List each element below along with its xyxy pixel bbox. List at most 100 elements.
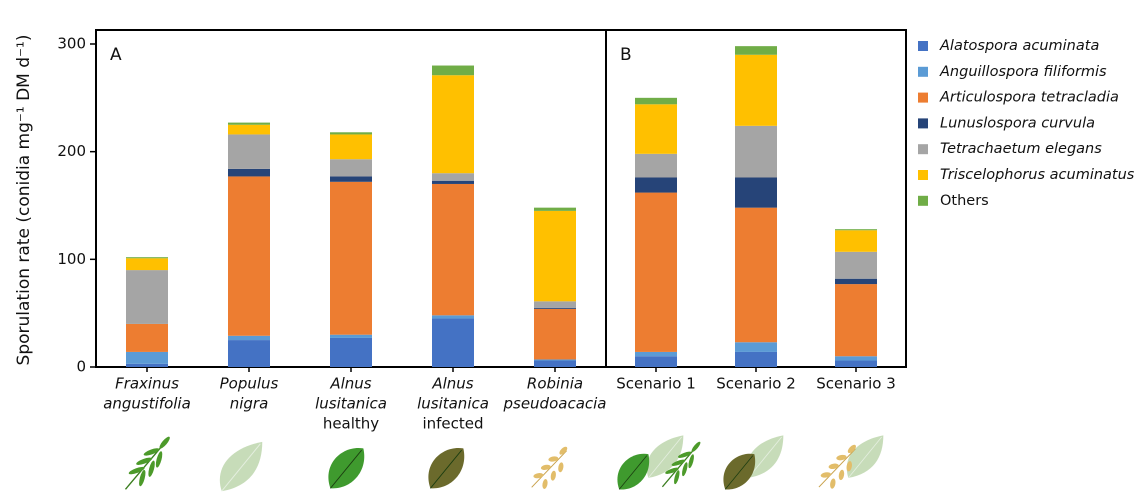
bar-segment [432, 75, 474, 173]
bar-segment [432, 181, 474, 184]
bar-segment [735, 55, 777, 126]
bar-segment [330, 338, 372, 367]
bar-segment [330, 335, 372, 338]
bar-segment [735, 208, 777, 343]
x-tick-label: Scenario 3 [816, 375, 896, 393]
bar-segment [835, 229, 877, 230]
bar-segment [635, 356, 677, 367]
legend-label: Lunuslospora curvula [940, 115, 1095, 131]
bar-segment [126, 324, 168, 352]
bar-segment [735, 126, 777, 178]
bar-segment [330, 134, 372, 159]
legend-swatch [918, 170, 928, 180]
x-tick-label: Alnus [329, 375, 371, 393]
bar-segment [330, 159, 372, 176]
bar-segment [126, 352, 168, 364]
legend-label: Articulospora tetracladia [939, 90, 1119, 106]
bar-segment [432, 66, 474, 76]
x-tick-label: Robinia [527, 375, 583, 393]
bar-segment [534, 361, 576, 367]
leaf-icon [617, 454, 649, 490]
x-tick-label: Alnus [431, 375, 473, 393]
panel-label: A [110, 45, 122, 65]
bar-segment [835, 279, 877, 284]
legend-swatch [918, 196, 928, 206]
bar-segment [534, 308, 576, 309]
bar-segment [534, 211, 576, 301]
bar-segment [228, 176, 270, 335]
x-tick-label: angustifolia [103, 395, 191, 413]
legend-label: Alatospora acuminata [939, 38, 1099, 54]
leaf-icon [328, 448, 364, 488]
y-axis-label: Sporulation rate (conidia mg⁻¹ DM d⁻¹) [14, 35, 34, 366]
bar-segment [228, 123, 270, 125]
bar-segment [432, 173, 474, 181]
leaf-icon [428, 448, 464, 488]
bar-segment [635, 352, 677, 356]
bar-segment [735, 178, 777, 208]
bar-segment [835, 356, 877, 360]
x-tick-label: healthy [323, 415, 379, 433]
y-tick-label: 300 [57, 34, 86, 52]
bar-segment [735, 352, 777, 367]
bar-segment [534, 359, 576, 360]
bar-segment [735, 46, 777, 55]
bar-segment [432, 184, 474, 315]
bar-segment [432, 315, 474, 318]
bar-segment [635, 98, 677, 104]
y-tick-label: 200 [57, 142, 86, 160]
leaf-icon [847, 435, 884, 478]
leaf-icons [125, 435, 883, 491]
leaf-icon [125, 435, 171, 489]
bar-segment [534, 208, 576, 211]
y-tick-label: 0 [76, 358, 86, 376]
bar-segment [735, 342, 777, 352]
bar-segment [534, 301, 576, 307]
x-tick-label: nigra [230, 395, 269, 413]
bar-segment [835, 361, 877, 367]
leaf-icon [220, 442, 262, 491]
y-tick-label: 100 [57, 250, 86, 268]
bar-segment [835, 284, 877, 356]
bar-segment [126, 270, 168, 324]
bar-segment [228, 134, 270, 168]
bar-segment [228, 169, 270, 177]
x-tick-label: lusitanica [417, 395, 489, 413]
panel-label: B [620, 45, 632, 65]
bar-segment [330, 182, 372, 335]
bar-segment [228, 340, 270, 367]
legend-label: Anguillospora filiformis [939, 64, 1107, 80]
bar-segment [126, 258, 168, 270]
bar-segment [330, 132, 372, 134]
bar-segment [126, 257, 168, 258]
x-tick-label: lusitanica [315, 395, 387, 413]
x-tick-label: Fraxinus [115, 375, 179, 393]
bar-segment [835, 230, 877, 252]
bar-segment [432, 319, 474, 367]
bar-segment [635, 178, 677, 193]
legend-swatch [918, 93, 928, 103]
bar-segment [635, 154, 677, 178]
legend-label: Others [940, 193, 989, 209]
bar-segment [228, 336, 270, 340]
legend-label: Triscelophorus acuminatus [940, 167, 1135, 183]
legend-swatch [918, 67, 928, 77]
legend-swatch [918, 118, 928, 128]
bar-segment [126, 364, 168, 367]
x-tick-label: Populus [220, 375, 279, 393]
plot-frame [96, 30, 906, 367]
legend-swatch [918, 144, 928, 154]
legend-swatch [918, 41, 928, 51]
leaf-icon [819, 443, 857, 489]
bar-segment [835, 252, 877, 279]
leaf-icon [723, 454, 755, 490]
bar-segment [534, 309, 576, 360]
legend-label: Tetrachaetum elegans [940, 141, 1102, 157]
bar-segment [330, 176, 372, 181]
chart: Sporulation rate (conidia mg⁻¹ DM d⁻¹) A 0… [0, 0, 1148, 504]
bar-segment [635, 193, 677, 352]
x-tick-label: Scenario 1 [616, 375, 696, 393]
x-tick-label: infected [422, 415, 483, 433]
x-tick-label: Scenario 2 [716, 375, 796, 393]
x-tick-label: pseudoacacia [502, 395, 606, 413]
